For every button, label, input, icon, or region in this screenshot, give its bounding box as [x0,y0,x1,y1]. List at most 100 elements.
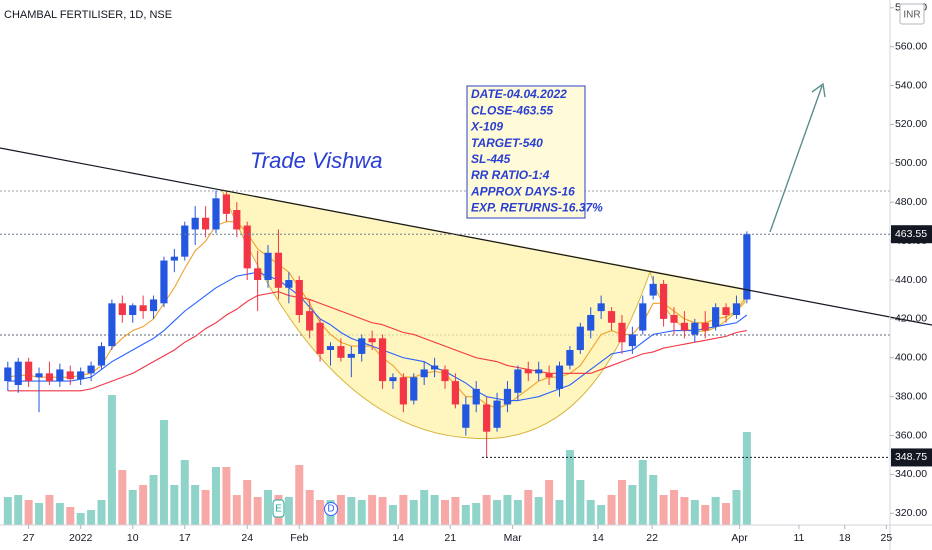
volume-bar [451,497,460,525]
trend-line [0,147,932,326]
price-label: 348.75 [895,451,927,463]
volume-bar [722,503,731,525]
x-tick-label: 2022 [69,532,93,544]
candle-body [493,400,501,428]
y-tick-label: 420.00 [895,313,927,325]
volume-bar [3,497,12,525]
volume-bar [680,497,689,525]
volume-bar [409,500,418,525]
candle-body [420,369,428,378]
volume-bar [243,480,252,525]
volume-bar [524,490,533,525]
y-tick-label: 400.00 [895,352,927,364]
volume-bar [493,500,502,525]
info-line: TARGET-540 [471,136,543,150]
info-line: SL-445 [471,152,511,166]
candle-body [347,353,355,358]
candle-layer [4,190,751,458]
volume-bar [128,490,137,525]
volume-bar [222,467,231,525]
candle-body [701,322,709,331]
volume-bar [430,495,439,525]
volume-bar [441,500,449,525]
info-line: APPROX DAYS-16 [470,184,575,198]
volume-bar [690,500,699,525]
candle-body [607,311,616,323]
volume-bar [597,505,606,525]
info-line: CLOSE-463.55 [471,103,553,117]
candle-body [295,280,303,315]
volume-bar [264,490,273,525]
y-tick-label: 500.00 [895,157,927,169]
info-line: RR RATIO-1:4 [471,168,550,182]
candle-body [451,381,460,405]
candle-body [274,252,283,288]
candle-body [87,365,95,374]
volume-bar [659,495,668,525]
x-tick-label: Mar [504,532,523,544]
annotation: Trade Vishwa [250,148,382,173]
candle-body [212,198,220,230]
candle-body [139,305,147,312]
candle-body [108,303,116,347]
candle-body [503,388,512,405]
chart-title: CHAMBAL FERTILISER, 1D, NSE [4,9,172,21]
y-tick-label: 320.00 [895,507,927,519]
volume-bar [76,513,85,525]
info-line: DATE-04.04.2022 [471,87,567,101]
volume-bar [55,503,64,525]
x-tick-label: Feb [290,532,308,544]
volume-bar [565,450,574,525]
volume-bar [534,497,543,525]
volume-bar [638,460,647,525]
volume-bar [576,480,585,525]
volume-bar [388,505,397,525]
volume-bar [253,497,262,525]
candle-body [472,388,480,405]
candle-body [670,315,678,323]
candle-body [555,365,564,389]
volume-bar [87,510,96,525]
candle-body [66,371,74,380]
volume-bar [14,495,23,525]
candle-body [545,373,553,378]
candle-body [712,307,720,327]
volume-bar [670,490,679,525]
volume-bar [472,503,481,525]
volume-bar [357,500,366,525]
x-tick-label: 22 [646,532,658,544]
candle-body [358,338,366,354]
volume-bar [170,485,179,525]
candle-body [326,346,335,350]
candle-body [181,225,189,257]
volume-bar [399,495,408,525]
volume-bar [180,460,189,525]
volume-bar [555,500,564,525]
volume-bar [586,500,595,525]
x-tick-label: 14 [592,532,604,544]
x-tick-label: 18 [839,532,851,544]
volume-bar [461,505,470,525]
price-label-box [891,448,932,467]
arrow-head [811,82,826,98]
volume-bar [607,495,616,525]
candle-body [306,311,314,331]
volume-bar [742,432,751,525]
candle-body [316,322,324,354]
volume-bar [159,420,168,525]
event-label: E [275,504,282,515]
volume-bar [107,395,116,525]
candle-body [4,367,12,382]
volume-bar [701,505,710,525]
x-tick-label: 25 [881,532,893,544]
volume-bar [347,497,356,525]
x-tick-label: 10 [127,532,139,544]
candle-body [378,338,387,382]
volume-bar [420,490,429,525]
volume-bar [336,495,345,525]
candle-body [441,369,449,382]
info-box [466,85,586,219]
volume-bar [503,495,512,525]
price-label-box [891,225,932,244]
